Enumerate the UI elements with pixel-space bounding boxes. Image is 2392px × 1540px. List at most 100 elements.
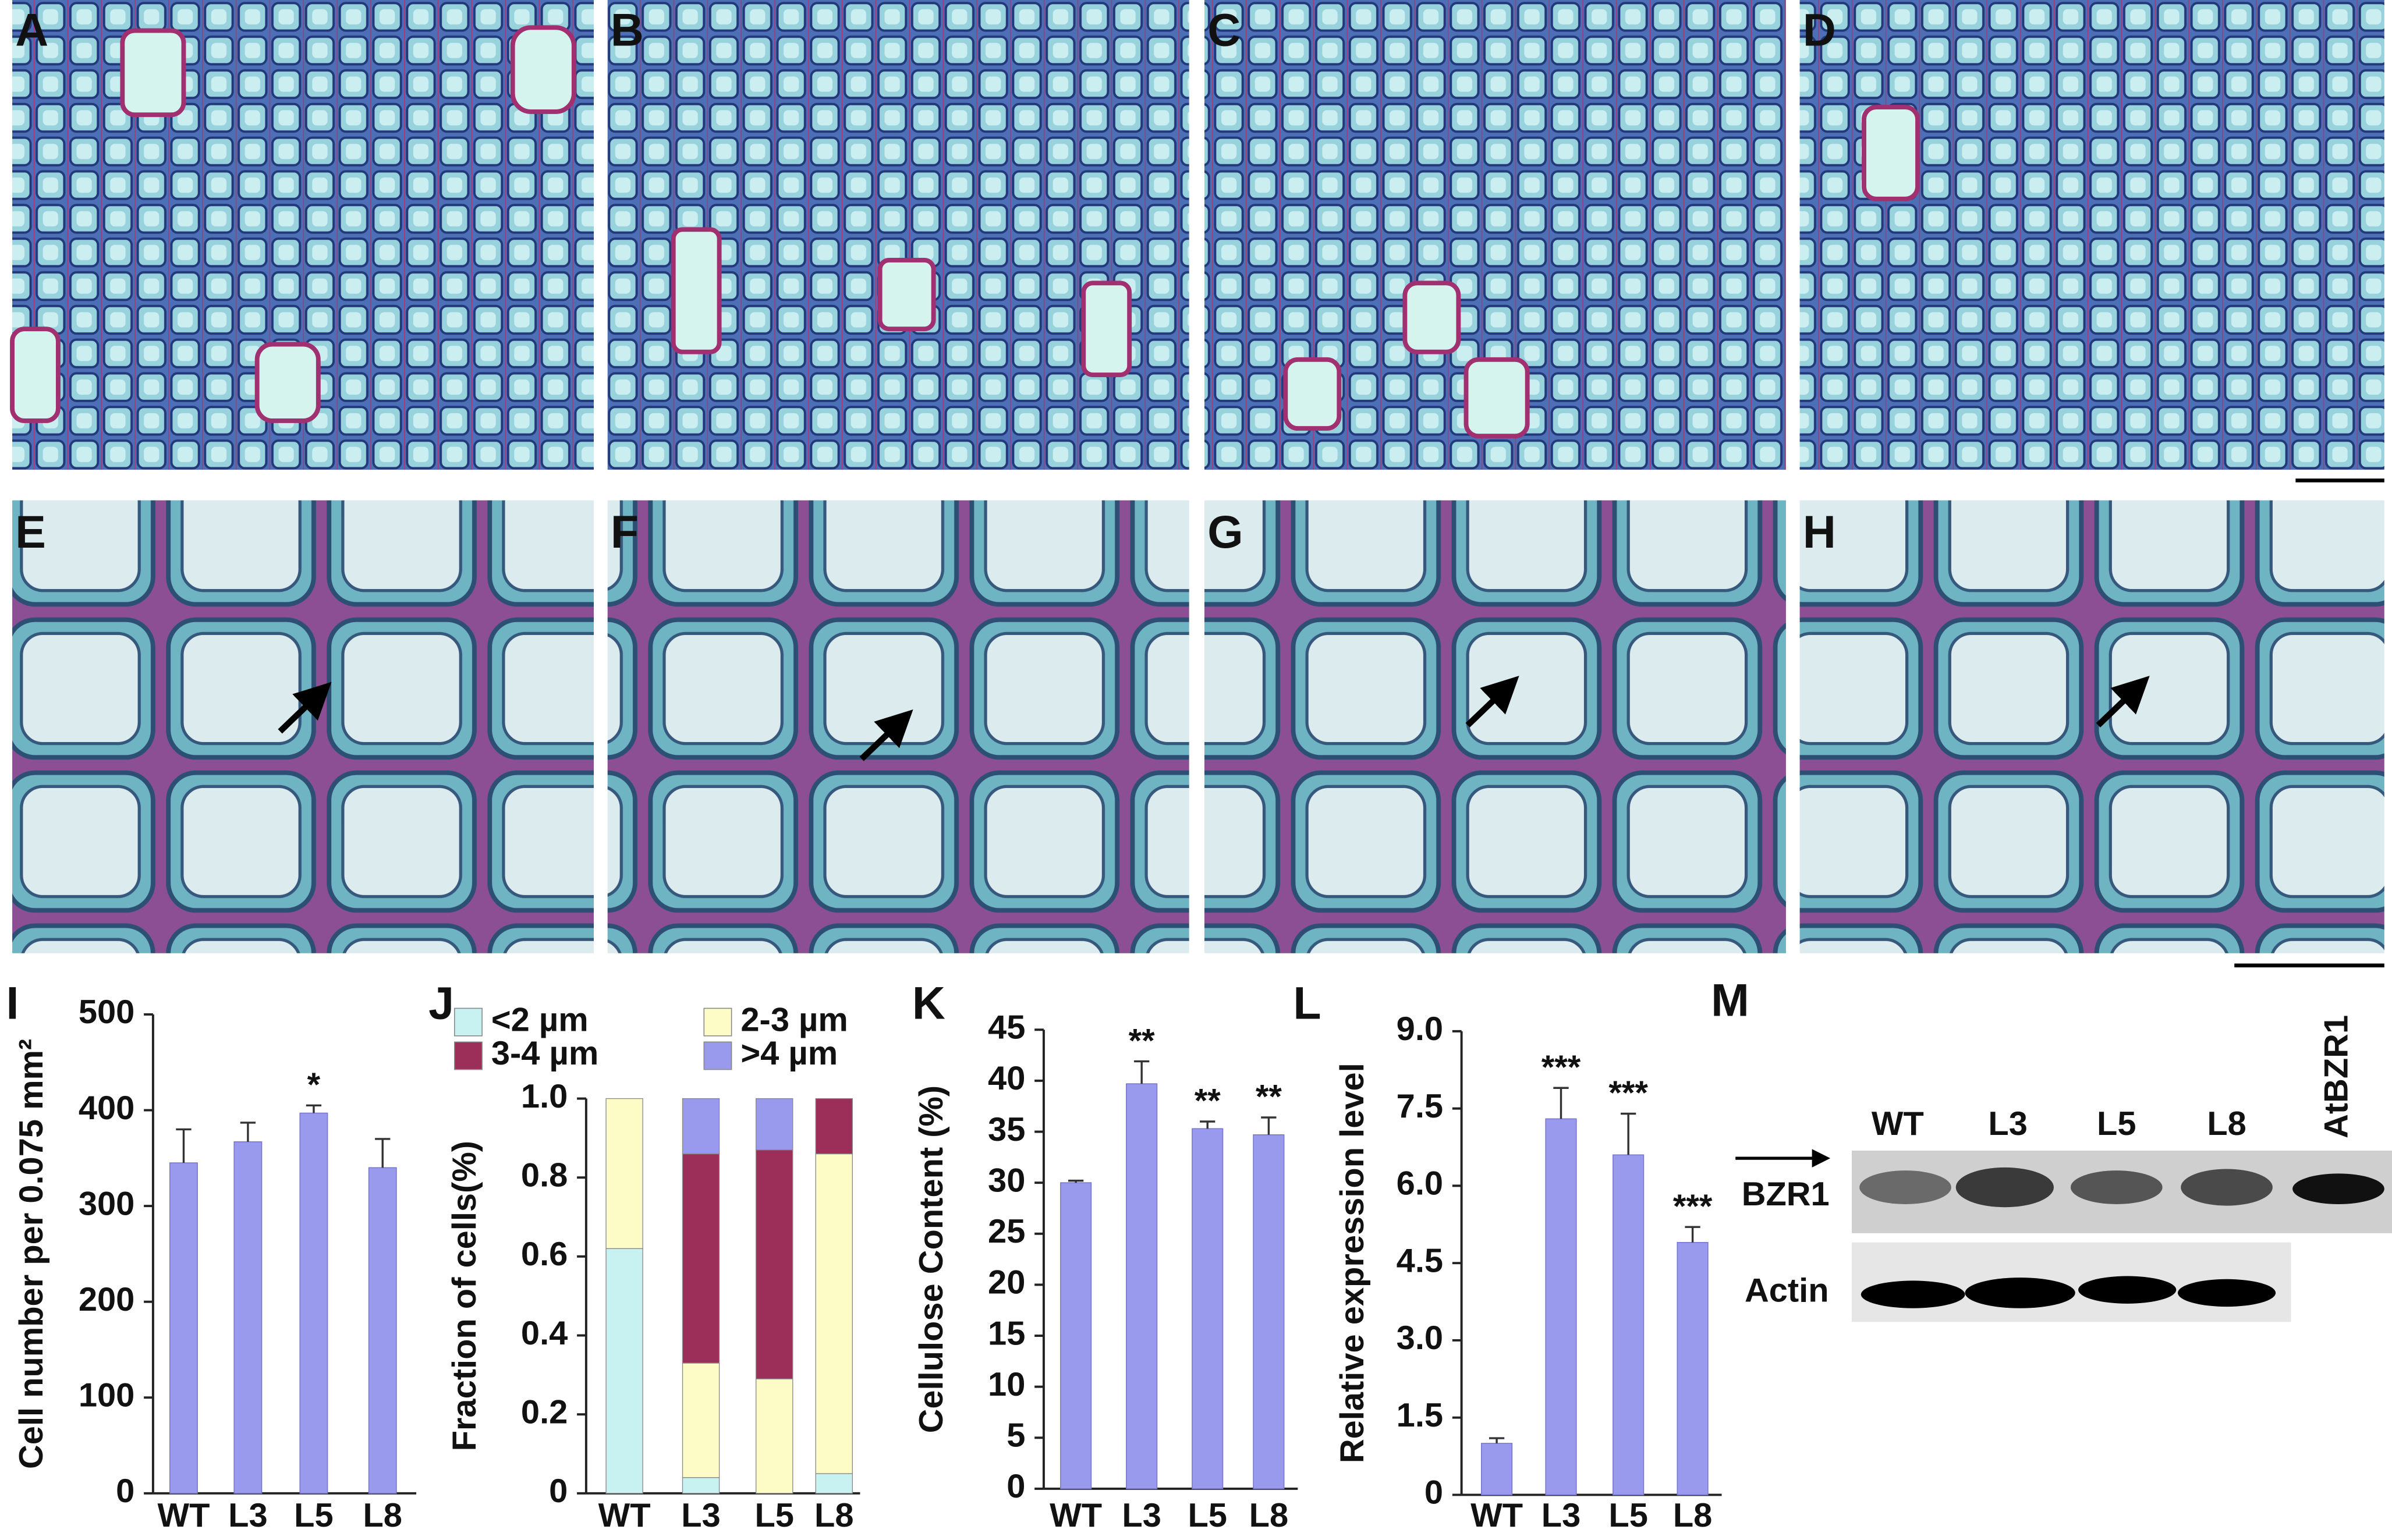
bar-segment [682, 1362, 720, 1478]
bar-segment [815, 1473, 853, 1494]
y-axis-label: Cellulose Content (%) [913, 1085, 950, 1433]
bar-segment [815, 1153, 853, 1474]
panel-label: L [1293, 978, 1321, 1029]
y-axis-label: Fraction of cells(%) [446, 1141, 483, 1451]
bar [1060, 1182, 1092, 1489]
significance: *** [1541, 1049, 1581, 1086]
lane-label: L3 [1988, 1105, 2028, 1142]
lane-label: L5 [2097, 1105, 2136, 1142]
y-axis-label: Relative expression level [1334, 1063, 1371, 1463]
y-tick-label: 0.8 [521, 1156, 568, 1194]
y-tick-label: 300 [79, 1185, 134, 1222]
y-tick-label: 1.0 [521, 1078, 568, 1115]
row-label: Actin [1745, 1272, 1829, 1310]
legend-label: 3-4 µm [491, 1035, 598, 1072]
y-tick-label: 200 [79, 1281, 134, 1318]
lane-label: AtBZR1 [2317, 1015, 2355, 1138]
x-tick-label: L5 [1188, 1497, 1227, 1534]
y-tick-label: 0.6 [521, 1236, 568, 1273]
y-tick-label: 0 [1007, 1468, 1025, 1505]
y-tick-label: 500 [79, 993, 134, 1031]
y-tick-label: 6.0 [1397, 1165, 1443, 1202]
y-tick-label: 0 [549, 1472, 568, 1510]
y-tick-label: 7.5 [1397, 1088, 1443, 1125]
bar-segment [682, 1153, 720, 1364]
y-tick-label: 0 [116, 1472, 134, 1510]
y-tick-label: 100 [79, 1377, 134, 1414]
bar [169, 1162, 198, 1494]
y-axis-label: Cell number per 0.075 mm² [13, 1039, 50, 1469]
row-label: BZR1 [1742, 1176, 1830, 1213]
bar [233, 1141, 263, 1494]
significance: *** [1608, 1074, 1648, 1112]
micrograph [1204, 500, 1786, 953]
legend-swatch [703, 1041, 732, 1070]
significance: *** [1673, 1188, 1713, 1225]
significance: ** [1256, 1078, 1282, 1116]
panel-label: F [611, 506, 639, 558]
x-tick-label: L3 [681, 1497, 721, 1534]
legend-swatch [454, 1007, 483, 1037]
legend-label: <2 µm [491, 1001, 589, 1038]
bar-segment [815, 1098, 853, 1155]
error-bar [1621, 1112, 1636, 1155]
panel-label: M [1711, 974, 1749, 1026]
x-tick-label: L5 [294, 1497, 334, 1534]
error-bar [1068, 1179, 1084, 1183]
y-tick-label: 0.2 [521, 1393, 568, 1431]
x-tick-label: WT [598, 1497, 651, 1534]
bar [1126, 1083, 1158, 1489]
bar [1545, 1118, 1577, 1496]
panel-label: K [912, 978, 945, 1029]
y-tick-label: 20 [988, 1264, 1025, 1301]
bar-segment [682, 1098, 720, 1155]
y-tick-label: 30 [988, 1162, 1025, 1199]
bar [1192, 1128, 1224, 1489]
panel-label: E [15, 506, 46, 558]
bar [368, 1167, 397, 1494]
bar-segment [682, 1477, 720, 1494]
micrograph [1799, 0, 2384, 470]
x-tick-label: L3 [228, 1497, 268, 1534]
arrows [278, 676, 2150, 761]
bar [1613, 1154, 1645, 1496]
legend-label: >4 µm [740, 1035, 838, 1072]
x-tick-label: L3 [1122, 1497, 1161, 1534]
bar-segment [605, 1248, 643, 1494]
y-tick-label: 35 [988, 1111, 1025, 1148]
x-tick-label: L3 [1541, 1497, 1581, 1534]
y-tick-label: 1.5 [1397, 1397, 1443, 1434]
panel-label: H [1803, 506, 1836, 558]
y-tick-label: 4.5 [1397, 1242, 1443, 1279]
error-bar [306, 1104, 322, 1113]
legend-label: 2-3 µm [740, 1001, 848, 1038]
error-bar [375, 1138, 391, 1168]
y-tick-label: 45 [988, 1009, 1025, 1046]
x-tick-label: L8 [1673, 1497, 1713, 1534]
significance: ** [1129, 1022, 1156, 1059]
vessels [10, 25, 1920, 439]
panel-label: J [428, 978, 454, 1029]
legend-swatch [454, 1041, 483, 1070]
lane-label: WT [1872, 1105, 1924, 1142]
panel-label: G [1207, 506, 1243, 558]
panel-label: C [1207, 5, 1241, 56]
error-bar [1553, 1087, 1569, 1119]
bar-segment [756, 1378, 793, 1494]
error-bar [176, 1128, 192, 1163]
error-bar [1685, 1226, 1700, 1243]
y-tick-label: 10 [988, 1366, 1025, 1403]
lane-label: L8 [2207, 1105, 2246, 1142]
panel-label: D [1803, 5, 1836, 56]
bar [299, 1112, 328, 1494]
western-blot: WT L3 L5 L8 AtBZR1 BZR1 Actin [1735, 1015, 2392, 1322]
bar-segment [756, 1149, 793, 1379]
error-bar [1134, 1060, 1150, 1084]
error-bar [1261, 1116, 1277, 1135]
micrograph [1799, 500, 2384, 953]
error-bar [1200, 1120, 1216, 1129]
error-bar [1489, 1437, 1505, 1443]
panel-label: A [15, 5, 48, 56]
